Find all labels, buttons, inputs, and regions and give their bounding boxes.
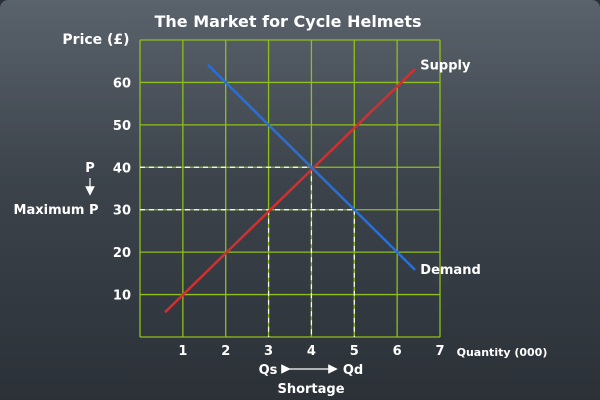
x-tick-label: 5 xyxy=(350,344,359,359)
labels: The Market for Cycle Helmets Price (£) Q… xyxy=(14,12,548,397)
y-tick-label: 60 xyxy=(113,76,131,91)
qd-label: Qd xyxy=(343,363,363,378)
chart-title: The Market for Cycle Helmets xyxy=(154,12,421,31)
series xyxy=(164,64,416,313)
demand-line xyxy=(207,64,416,271)
y-tick-label: 30 xyxy=(113,204,131,219)
x-tick-label: 6 xyxy=(393,344,402,359)
x-tick-label: 4 xyxy=(307,344,316,359)
x-tick-label: 1 xyxy=(178,344,187,359)
y-tick-label: 10 xyxy=(113,289,131,304)
guide-lines xyxy=(140,166,355,337)
y-tick-label: 50 xyxy=(113,119,131,134)
supply-label: Supply xyxy=(420,59,471,74)
x-axis-label: Quantity (000) xyxy=(457,346,548,359)
y-tick-label: 20 xyxy=(113,246,131,261)
x-tick-label: 7 xyxy=(435,344,444,359)
y-tick-label: 40 xyxy=(113,161,131,176)
y-axis-label: Price (£) xyxy=(62,32,129,48)
x-tick-label: 2 xyxy=(221,344,230,359)
max-price-label: Maximum P xyxy=(14,203,99,218)
x-tick-label: 3 xyxy=(264,344,273,359)
supply-line xyxy=(164,68,416,313)
qs-label: Qs xyxy=(259,363,278,378)
price-label: P xyxy=(85,161,95,176)
demand-label: Demand xyxy=(420,263,481,278)
shortage-label: Shortage xyxy=(277,382,344,397)
